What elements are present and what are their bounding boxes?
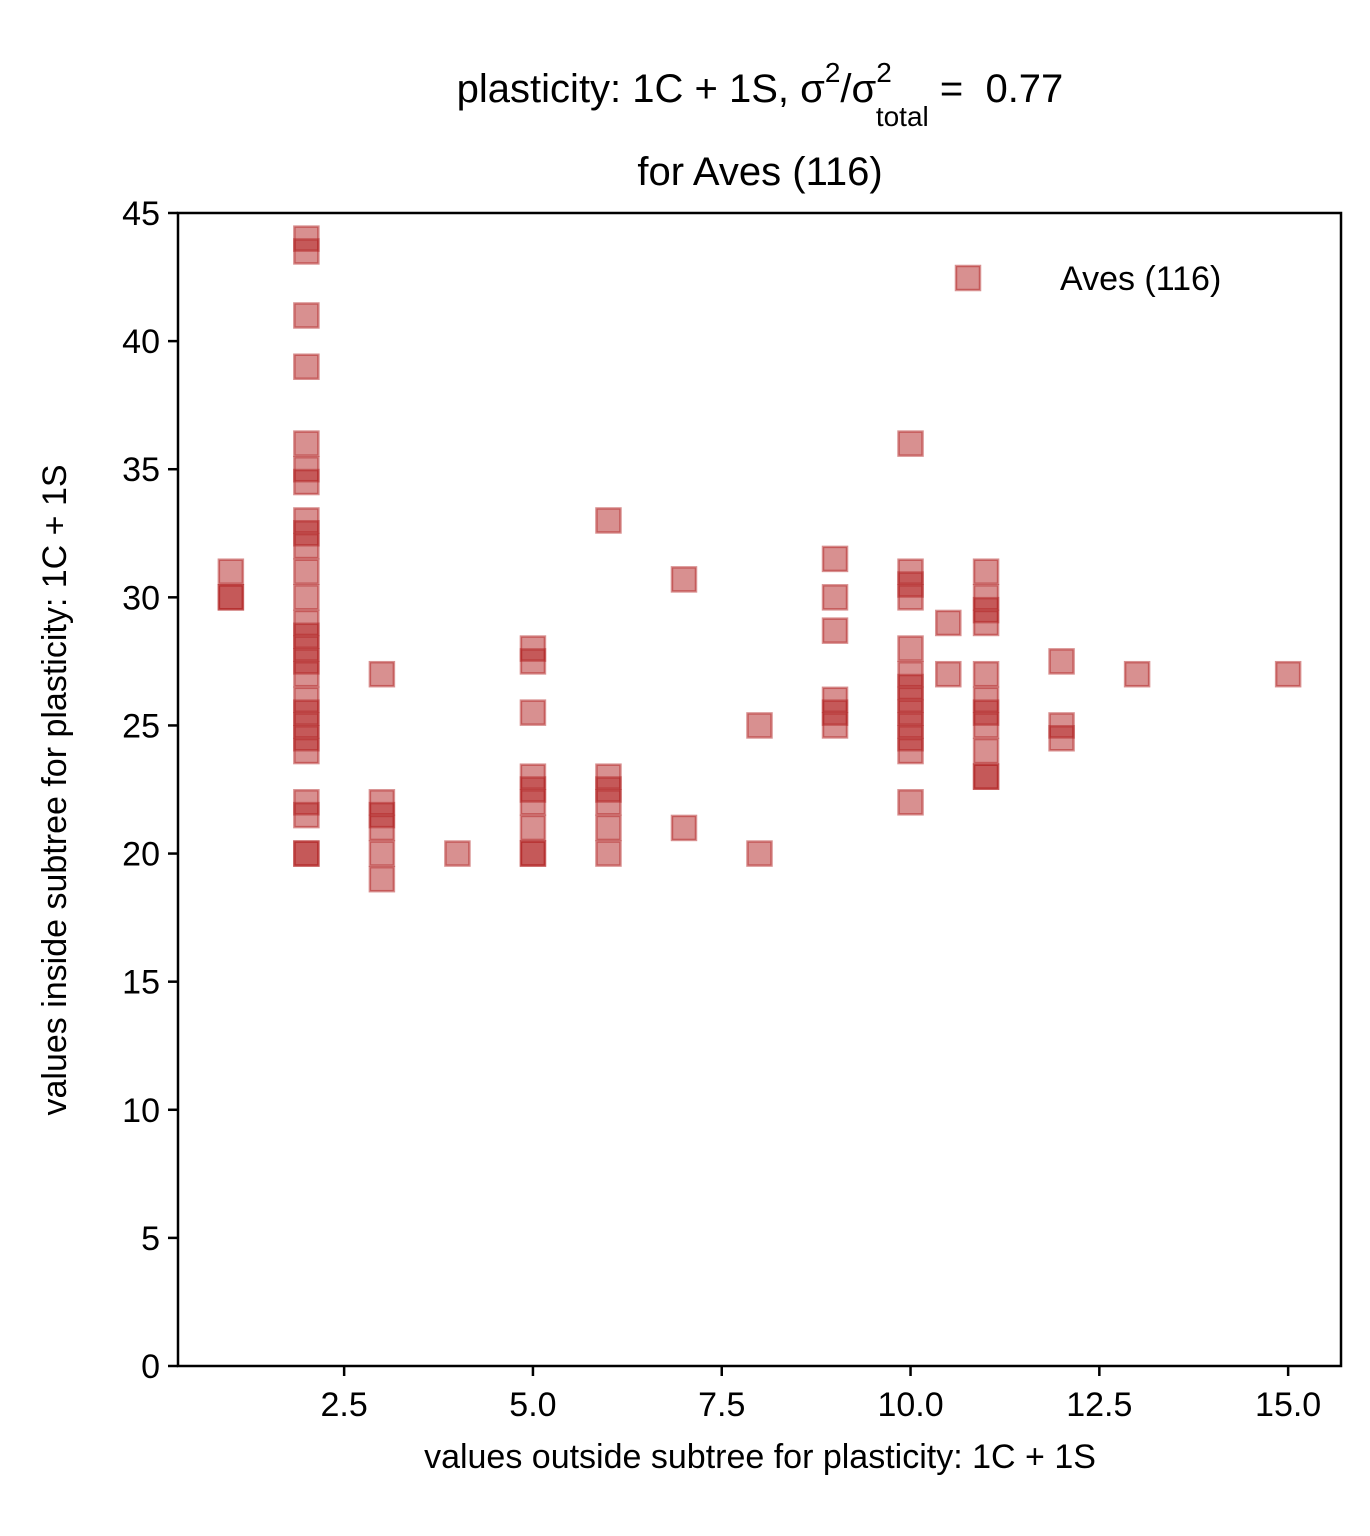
- y-tick-label: 20: [122, 836, 160, 874]
- point: [1123, 660, 1151, 688]
- y-tick-label: 45: [122, 195, 160, 233]
- point: [293, 660, 320, 688]
- point: [519, 699, 547, 726]
- y-tick-label: 30: [122, 579, 160, 617]
- x-tick-label: 10.0: [877, 1386, 943, 1424]
- point: [293, 584, 320, 611]
- x-tick-label: 5.0: [509, 1386, 556, 1424]
- point: [595, 507, 622, 534]
- point: [897, 789, 924, 816]
- point: [293, 532, 320, 560]
- title-part: total: [876, 101, 929, 132]
- point: [897, 584, 924, 611]
- point: [519, 840, 547, 867]
- point: [1274, 660, 1302, 688]
- x-tick-label: 7.5: [698, 1386, 745, 1424]
- point: [821, 712, 849, 739]
- point: [217, 584, 245, 611]
- legend-label: Aves (116): [1060, 260, 1221, 298]
- point: [897, 635, 924, 662]
- y-tick-label: 10: [122, 1092, 160, 1130]
- y-tick-label: 40: [122, 323, 160, 361]
- chart-subtitle: for Aves (116): [637, 150, 882, 194]
- point: [897, 737, 924, 765]
- point: [217, 558, 245, 585]
- x-tick-label: 15.0: [1255, 1386, 1321, 1424]
- point: [293, 558, 320, 585]
- legend-marker: [954, 264, 982, 292]
- y-tick-label: 0: [141, 1348, 160, 1386]
- y-tick-label: 5: [141, 1220, 160, 1258]
- title-part: /σ: [840, 67, 876, 111]
- point: [972, 763, 1000, 790]
- x-axis-label: values outside subtree for plasticity: 1…: [424, 1438, 1096, 1476]
- point: [595, 814, 622, 842]
- y-tick-label: 35: [122, 451, 160, 489]
- point: [897, 430, 924, 457]
- point: [368, 814, 396, 842]
- point: [595, 789, 622, 816]
- point: [1048, 648, 1075, 675]
- point: [821, 545, 849, 573]
- point: [293, 468, 320, 496]
- point: [293, 840, 320, 867]
- point: [519, 789, 547, 816]
- x-tick-label: 12.5: [1066, 1386, 1132, 1424]
- point: [972, 558, 1000, 585]
- point: [368, 840, 396, 867]
- point: [293, 801, 320, 829]
- plot-frame: [176, 211, 1343, 1368]
- point: [368, 660, 396, 688]
- point: [293, 353, 320, 380]
- title-part: 2: [825, 57, 841, 88]
- x-tick-label: 2.5: [321, 1386, 368, 1424]
- point: [368, 865, 396, 893]
- point: [746, 712, 773, 739]
- y-tick-label: 25: [122, 707, 160, 745]
- title-part: plasticity: 1C + 1S, σ: [457, 67, 825, 111]
- point: [444, 840, 471, 867]
- title-part: = 0.77: [929, 67, 1064, 111]
- point: [519, 648, 547, 675]
- point: [1048, 725, 1075, 752]
- y-tick-label: 15: [122, 964, 160, 1002]
- point: [293, 302, 320, 329]
- point: [821, 617, 849, 644]
- point: [670, 566, 698, 593]
- chart-title: plasticity: 1C + 1S, σ2/σ2 total = 0.77: [457, 57, 1064, 132]
- point: [972, 737, 1000, 765]
- point: [972, 609, 1000, 637]
- point: [821, 584, 849, 611]
- point: [293, 238, 320, 265]
- point: [935, 609, 962, 637]
- point: [972, 712, 1000, 739]
- y-axis-label: values inside subtree for plasticity: 1C…: [36, 464, 74, 1115]
- point: [935, 660, 962, 688]
- point: [293, 430, 320, 457]
- point: [746, 840, 773, 867]
- title-part: 2: [876, 57, 892, 88]
- point: [519, 814, 547, 842]
- point: [972, 660, 1000, 688]
- point: [595, 840, 622, 867]
- point: [670, 814, 698, 842]
- point: [293, 737, 320, 765]
